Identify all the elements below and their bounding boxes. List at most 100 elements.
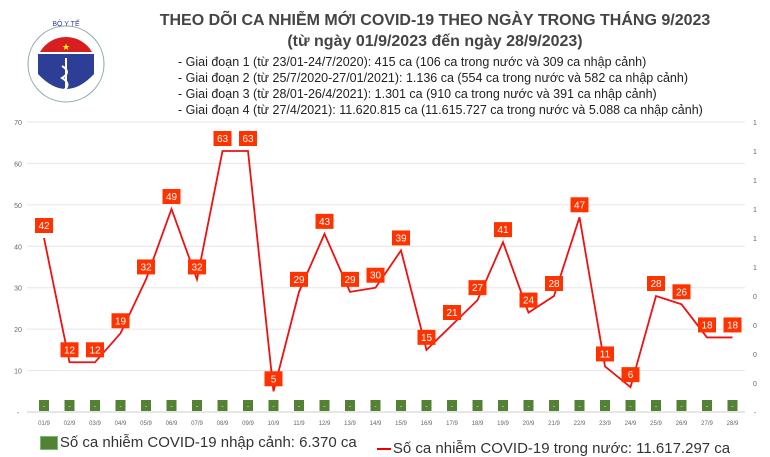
line-data-label-box bbox=[392, 230, 410, 246]
line-data-label: 32 bbox=[140, 262, 152, 273]
right-axis-tick: 1 bbox=[753, 265, 757, 272]
bar-imported bbox=[64, 400, 75, 411]
bar-data-label: - bbox=[528, 404, 530, 410]
x-axis-tick: 12/9 bbox=[319, 421, 331, 427]
svg-text:BỘ Y TẾ: BỘ Y TẾ bbox=[52, 18, 80, 28]
bar-imported bbox=[192, 400, 202, 411]
line-data-label: 63 bbox=[217, 134, 229, 145]
line-data-label-box bbox=[545, 276, 563, 291]
x-axis-tick: 28/9 bbox=[727, 421, 739, 427]
chart-title: THEO DÕI CA NHIỄM MỚI COVID-19 THEO NGÀY… bbox=[115, 10, 755, 52]
legend-swatch-bar bbox=[39, 435, 58, 450]
left-axis-tick: 60 bbox=[14, 161, 22, 168]
bar-data-label: - bbox=[579, 404, 581, 410]
bar-imported bbox=[421, 400, 432, 411]
bar-imported bbox=[600, 400, 610, 411]
bar-data-label: - bbox=[171, 404, 173, 410]
line-data-label-box bbox=[621, 367, 640, 383]
right-axis-tick: 1 bbox=[753, 178, 757, 185]
line-data-label-box bbox=[86, 342, 104, 358]
bar-imported bbox=[294, 400, 304, 411]
bar-data-label: - bbox=[298, 404, 300, 410]
bar-data-label: - bbox=[324, 404, 326, 410]
x-axis-tick: 19/9 bbox=[497, 421, 509, 427]
left-axis-tick: 10 bbox=[14, 369, 22, 376]
x-axis-tick: 16/9 bbox=[421, 421, 433, 427]
bar-data-label: - bbox=[349, 404, 351, 410]
line-data-label: 27 bbox=[472, 283, 484, 294]
bar-data-label: - bbox=[222, 404, 224, 410]
bar-imported bbox=[702, 400, 712, 411]
line-data-label-box bbox=[647, 276, 665, 291]
bar-data-label: - bbox=[120, 404, 122, 410]
line-data-label-box bbox=[188, 259, 206, 275]
bar-imported bbox=[39, 400, 49, 411]
bar-imported bbox=[370, 400, 381, 411]
line-data-label-box bbox=[264, 371, 283, 387]
bar-data-label: - bbox=[477, 404, 479, 410]
line-data-label-box bbox=[137, 259, 155, 275]
x-axis-tick: 23/9 bbox=[599, 421, 611, 427]
bar-data-label: - bbox=[553, 404, 555, 410]
legend-label: Số ca nhiễm COVID-19 trong nước: 11.617.… bbox=[392, 440, 731, 457]
x-axis-tick: 15/9 bbox=[395, 421, 407, 427]
bar-imported bbox=[727, 400, 738, 411]
right-axis-tick: 0 bbox=[753, 352, 757, 359]
line-data-label: 47 bbox=[574, 200, 586, 211]
x-axis-tick: 21/9 bbox=[548, 421, 560, 427]
line-data-label-box bbox=[596, 346, 614, 362]
line-data-label-box bbox=[315, 213, 334, 229]
legend-item-imported[interactable]: Số ca nhiễm COVID-19 nhập cảnh: 6.370 ca bbox=[39, 434, 357, 451]
line-data-label-box bbox=[60, 342, 79, 358]
legend-item-domestic[interactable]: Số ca nhiễm COVID-19 trong nước: 11.617.… bbox=[376, 440, 731, 457]
x-axis-tick: 25/9 bbox=[650, 421, 662, 427]
line-data-label-box bbox=[366, 267, 385, 283]
bar-imported bbox=[472, 400, 483, 411]
line-data-label: 21 bbox=[446, 308, 458, 319]
x-axis-tick: 03/9 bbox=[89, 421, 101, 427]
line-data-label: 12 bbox=[89, 345, 101, 356]
bar-data-label: - bbox=[196, 404, 198, 410]
line-data-label-box bbox=[239, 131, 257, 146]
note-phase-2: - Giai đoạn 2 (từ 25/7/2020-27/01/2021):… bbox=[178, 71, 688, 85]
legend-label: Số ca nhiễm COVID-19 nhập cảnh: 6.370 ca bbox=[59, 434, 357, 451]
x-axis-tick: 10/9 bbox=[268, 421, 280, 427]
x-axis-tick: 20/9 bbox=[523, 421, 535, 427]
left-axis-tick: 70 bbox=[14, 120, 22, 127]
x-axis-tick: 13/9 bbox=[344, 421, 356, 427]
bar-data-label: - bbox=[451, 404, 453, 410]
x-axis-tick: 26/9 bbox=[676, 421, 688, 427]
right-axis-tick: 1 bbox=[753, 236, 757, 243]
line-data-label: 24 bbox=[523, 296, 535, 307]
line-data-label-box bbox=[290, 271, 308, 287]
bar-imported bbox=[90, 400, 100, 411]
bar-imported bbox=[345, 400, 355, 411]
x-axis-tick: 02/9 bbox=[64, 421, 76, 427]
bar-imported bbox=[574, 400, 585, 411]
bar-imported bbox=[268, 400, 279, 411]
bar-imported bbox=[651, 400, 661, 411]
line-data-label: 29 bbox=[293, 275, 305, 286]
bar-imported bbox=[676, 400, 687, 411]
bar-data-label: - bbox=[706, 404, 708, 410]
line-data-label-box bbox=[468, 280, 487, 296]
bar-imported bbox=[217, 400, 228, 411]
bar-data-label: - bbox=[247, 404, 249, 410]
line-data-label: 42 bbox=[38, 221, 50, 232]
line-data-label: 30 bbox=[370, 271, 382, 282]
line-data-label: 43 bbox=[319, 217, 331, 228]
line-data-label-box bbox=[213, 131, 232, 146]
right-axis-tick: 1 bbox=[753, 149, 757, 156]
x-axis-tick: 04/9 bbox=[115, 421, 127, 427]
bar-imported bbox=[141, 400, 151, 411]
bar-data-label: - bbox=[732, 404, 734, 410]
left-axis-tick: 20 bbox=[14, 327, 22, 334]
line-data-label: 28 bbox=[548, 279, 560, 290]
line-data-label-box bbox=[723, 317, 742, 333]
note-phase-1: - Giai đoạn 1 (từ 23/01-24/7/2020): 415 … bbox=[178, 55, 647, 69]
line-data-label: 28 bbox=[650, 279, 662, 290]
title-line: THEO DÕI CA NHIỄM MỚI COVID-19 THEO NGÀY… bbox=[159, 12, 711, 29]
bar-data-label: - bbox=[400, 404, 402, 410]
bar-imported bbox=[396, 400, 406, 411]
